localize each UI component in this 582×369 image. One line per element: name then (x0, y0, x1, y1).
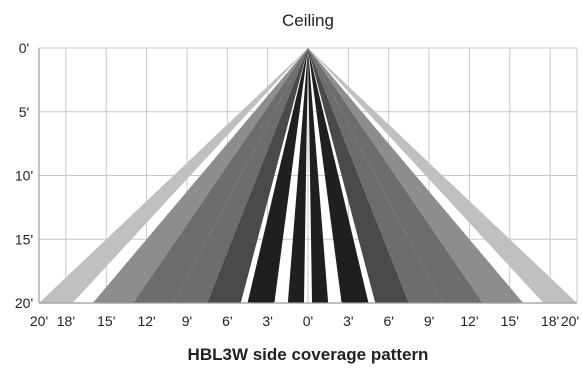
coverage-beams (39, 48, 577, 303)
beam-left-4 (207, 48, 308, 303)
x-tick-label: 9' (424, 313, 434, 329)
x-tick-label: 15' (501, 313, 519, 329)
beam-right-8 (308, 48, 369, 303)
beam-left-3 (173, 48, 308, 303)
beam-right-12 (308, 48, 524, 303)
y-tick-label: 15' (15, 231, 33, 247)
x-tick-label: 0' (303, 313, 313, 329)
x-axis-ticks: 20' 18' 15' 12' 9' 6' 3' 0' 3' 6' 9' 12' 15' 18' 20' (30, 313, 579, 329)
x-tick-label: 18' (541, 313, 559, 329)
x-tick-label: 20' (30, 313, 48, 329)
x-tick-label: 12' (460, 313, 478, 329)
y-tick-label: 0' (19, 40, 29, 56)
x-tick-label: 15' (97, 313, 115, 329)
y-tick-label: 20' (15, 295, 33, 311)
x-tick-label: 20' (561, 313, 579, 329)
x-tick-label: 6' (222, 313, 232, 329)
beam-left-5 (247, 48, 308, 303)
diagram-caption: HBL3W side coverage pattern (188, 345, 429, 364)
ceiling-label: Ceiling (282, 11, 334, 30)
x-tick-label: 3' (262, 313, 272, 329)
beam-right-7 (308, 48, 329, 303)
axis-lines (38, 48, 577, 304)
beam-right-11 (308, 48, 483, 303)
y-tick-label: 10' (15, 168, 33, 184)
y-axis-ticks: 0' 5' 10' 15' 20' (15, 40, 33, 311)
grid (38, 47, 578, 304)
beam-left-2 (133, 48, 308, 303)
beam-left-0 (39, 48, 308, 303)
x-tick-label: 18' (57, 313, 75, 329)
x-tick-label: 3' (343, 313, 353, 329)
beam-right-13 (308, 48, 577, 303)
beam-left-6 (287, 48, 308, 303)
x-tick-label: 6' (383, 313, 393, 329)
beam-left-1 (92, 48, 308, 303)
x-tick-label: 12' (137, 313, 155, 329)
x-tick-label: 9' (182, 313, 192, 329)
y-tick-label: 5' (19, 104, 29, 120)
